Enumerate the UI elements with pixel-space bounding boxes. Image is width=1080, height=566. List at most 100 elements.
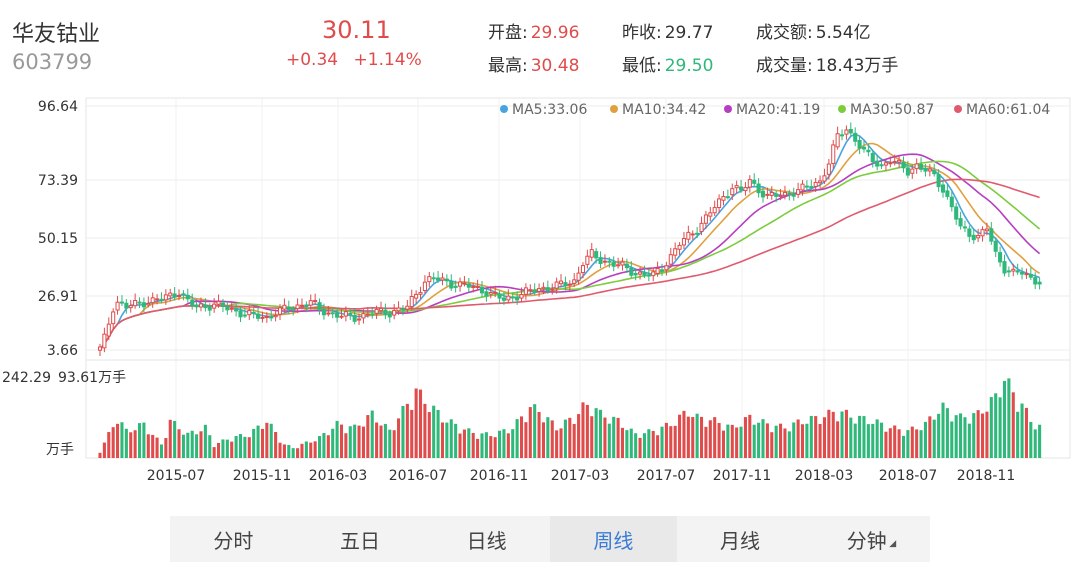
candle-body — [286, 306, 291, 311]
ma60-line — [99, 178, 1040, 350]
candle-body — [642, 272, 647, 276]
candle-body — [861, 146, 867, 150]
candle-body — [1011, 268, 1016, 272]
candle-body — [857, 139, 862, 149]
volume-bar — [414, 388, 418, 458]
candle-body — [326, 312, 331, 315]
volume-bar — [177, 429, 181, 458]
candle-body — [361, 313, 366, 319]
candle-body — [958, 218, 963, 227]
volume-bar — [932, 419, 936, 458]
candle-body — [317, 302, 322, 310]
candle-body — [295, 304, 300, 310]
candle-body — [251, 311, 256, 314]
volume-bar — [599, 409, 603, 458]
tab-five-day[interactable]: 五日 — [297, 516, 424, 562]
candle-body — [708, 212, 713, 217]
volume-bar — [994, 393, 998, 458]
candle-body — [422, 281, 427, 292]
tab-minute[interactable]: 分钟 ◢ — [803, 516, 930, 562]
volume-bar — [164, 438, 168, 458]
candle-body — [984, 228, 989, 232]
stock-code: 603799 — [12, 50, 93, 74]
x-tick-label: 2016-03 — [309, 468, 368, 484]
candle-body — [392, 310, 397, 316]
volume-bar — [862, 416, 866, 458]
candle-body — [97, 346, 103, 351]
tab-monthly[interactable]: 月线 — [677, 516, 804, 562]
candle-body — [550, 288, 555, 291]
candle-body — [690, 233, 695, 236]
candle-body — [585, 255, 590, 265]
candle-body — [905, 167, 910, 176]
volume-bar — [467, 428, 471, 458]
stat-value: 29.96 — [530, 23, 580, 43]
candle-body — [993, 240, 998, 252]
volume-bar — [159, 444, 164, 458]
candle-body — [194, 304, 199, 308]
volume-bar — [1007, 378, 1011, 458]
volume-bar — [300, 443, 304, 458]
candle-body — [782, 191, 787, 196]
volume-bar — [124, 428, 128, 458]
volume-bar — [370, 410, 374, 458]
stock-name: 华友钴业 — [12, 22, 101, 47]
candle-body — [198, 303, 204, 308]
stat-volume: 成交量: 18.43万手 — [756, 51, 898, 76]
candle-body — [256, 313, 261, 319]
candle-body — [734, 185, 739, 189]
candle-body — [717, 198, 722, 209]
volume-bar — [142, 422, 146, 458]
volume-bar — [260, 428, 264, 458]
volume-bar — [98, 452, 102, 458]
candle-body — [620, 261, 625, 266]
candle-body — [826, 163, 831, 175]
candle-body — [980, 229, 985, 237]
volume-bar — [642, 433, 646, 458]
x-tick-label: 2018-07 — [879, 468, 938, 484]
volume-bar — [612, 416, 616, 458]
candle-body — [971, 234, 976, 241]
volume-bar — [906, 430, 910, 458]
volume-bar — [107, 432, 111, 458]
candle-body — [444, 278, 449, 282]
candle-body — [760, 190, 766, 198]
volume-bar — [208, 435, 212, 458]
candle-body — [554, 281, 559, 289]
legend-swatch — [610, 105, 618, 113]
volume-bar — [660, 426, 664, 458]
tab-label: 五日 — [340, 528, 380, 553]
stat-label: 最高: — [488, 56, 528, 76]
volume-bar — [919, 430, 923, 458]
candle-body — [203, 304, 208, 309]
candle-body — [299, 304, 305, 307]
candle-body — [756, 183, 761, 194]
candle-body — [453, 285, 458, 288]
volume-bar — [129, 432, 133, 458]
candle-body — [488, 292, 493, 295]
volume-bar — [678, 414, 682, 458]
volume-bar — [910, 426, 914, 458]
volume-bar — [880, 422, 884, 458]
candle-body — [681, 238, 686, 246]
candle-body — [949, 196, 954, 208]
volume-bar — [383, 424, 387, 458]
volume-bar — [212, 447, 216, 458]
candle-body — [686, 231, 691, 240]
volume-bar — [168, 419, 172, 458]
x-tick-label: 2017-07 — [637, 468, 696, 484]
volume-bar — [664, 422, 668, 458]
candle-body — [343, 311, 348, 317]
tab-intraday[interactable]: 分时 — [170, 516, 297, 562]
candle-body — [1033, 277, 1038, 285]
candle-body — [159, 298, 164, 301]
tab-weekly[interactable]: 周线 — [550, 516, 677, 562]
volume-bar — [392, 430, 396, 458]
candle-body — [304, 304, 309, 307]
volume-bar — [699, 416, 704, 458]
candle-body — [484, 291, 489, 297]
candle-body — [839, 134, 845, 137]
tab-daily[interactable]: 日线 — [423, 516, 550, 562]
volume-bar — [730, 424, 734, 458]
